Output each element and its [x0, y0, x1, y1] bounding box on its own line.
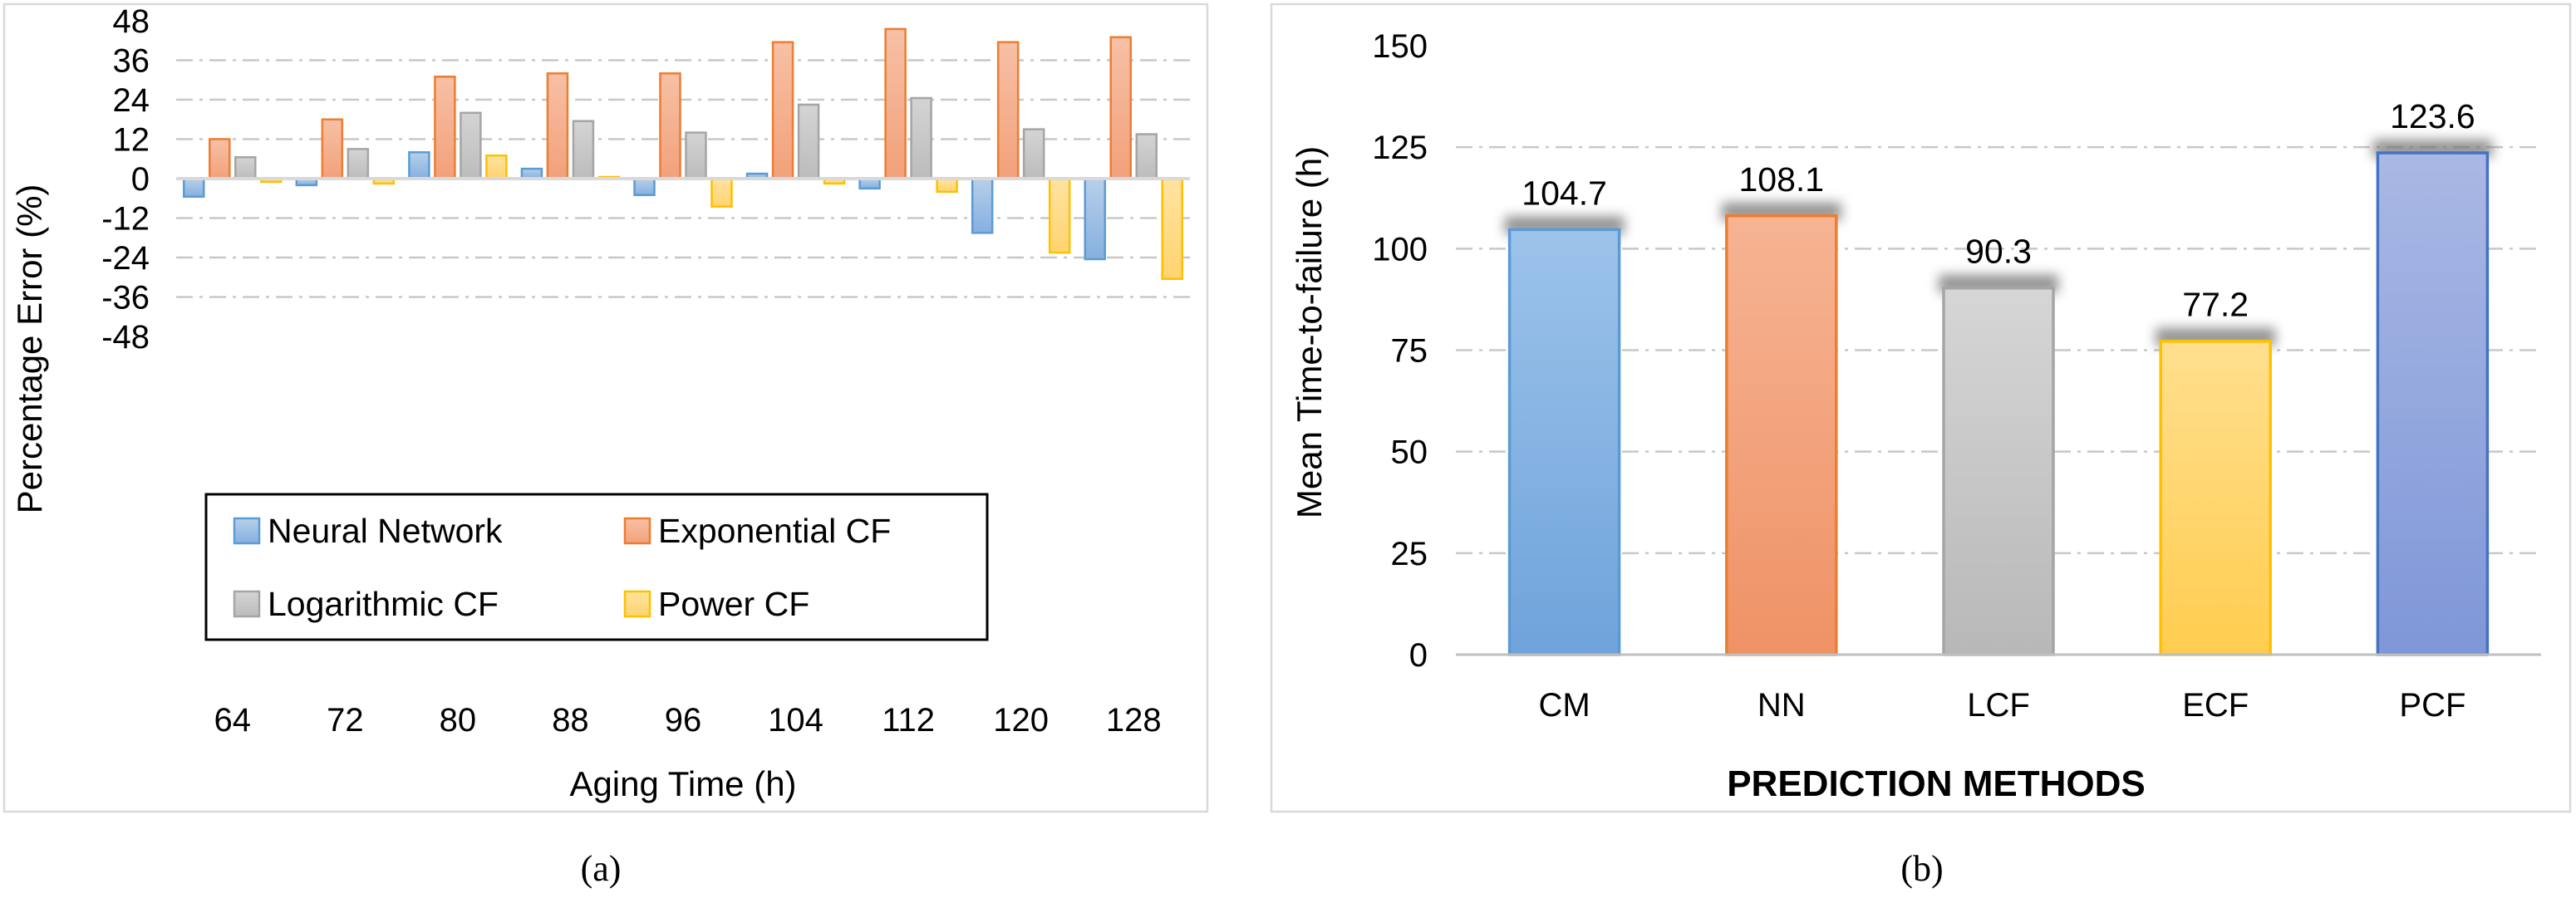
- bar-lcf: [1942, 286, 2055, 656]
- bar-logarithmic-cf-88: [572, 120, 595, 180]
- legend-label-exponential-cf: Exponential CF: [658, 512, 891, 550]
- bar-exponential-cf-72: [321, 118, 344, 180]
- bar-logarithmic-cf-64: [234, 156, 257, 180]
- data-label-pcf: 123.6: [2390, 97, 2475, 135]
- bar-neural-network-64: [183, 177, 205, 199]
- bar-logarithmic-cf-112: [910, 96, 932, 180]
- panel-b-frame: [1270, 2, 2572, 813]
- bar-power-cf-112: [936, 177, 958, 194]
- panel-b-x-tick-label: LCF: [1967, 687, 2030, 724]
- panel-a-y-tick-label: 48: [113, 3, 150, 40]
- bar-neural-network-128: [1084, 177, 1106, 261]
- panel-a-caption: (a): [581, 848, 622, 889]
- bar-logarithmic-cf-104: [797, 103, 820, 180]
- data-label-cm: 104.7: [1522, 174, 1607, 212]
- panel-b-y-tick-label: 125: [1372, 130, 1428, 166]
- bar-neural-network-96: [633, 177, 656, 197]
- bar-exponential-cf-128: [1109, 36, 1132, 180]
- panel-b-x-axis-label: PREDICTION METHODS: [1727, 763, 2146, 804]
- bar-cm: [1507, 228, 1621, 656]
- bar-logarithmic-cf-80: [460, 111, 482, 180]
- panel-a-y-tick-label: -24: [101, 240, 150, 277]
- bar-logarithmic-cf-72: [347, 148, 370, 180]
- legend-label-power-cf: Power CF: [658, 585, 809, 623]
- bar-logarithmic-cf-96: [685, 131, 707, 180]
- panel-a-x-tick-label: 120: [993, 702, 1049, 739]
- panel-b-y-axis-label: Mean Time-to-failure (h): [1290, 146, 1329, 518]
- panel-a-x-tick-label: 112: [882, 702, 935, 739]
- panel-a-y-tick-label: -48: [101, 319, 150, 356]
- legend-label-logarithmic-cf: Logarithmic CF: [268, 585, 499, 623]
- bar-exponential-cf-88: [546, 72, 569, 180]
- panel-a-x-axis-label: Aging Time (h): [569, 764, 796, 803]
- panel-a-frame: [2, 2, 1209, 813]
- bar-neural-network-80: [408, 151, 430, 180]
- panel-a-y-tick-label: -36: [101, 280, 150, 317]
- legend-swatch-neural-network: [233, 517, 261, 545]
- panel-a-x-tick-label: 104: [768, 702, 823, 739]
- legend-swatch-logarithmic-cf: [233, 590, 261, 618]
- panel-b-y-tick-label: 25: [1391, 536, 1428, 572]
- bar-power-cf-120: [1048, 177, 1071, 254]
- panel-a-y-tick-label: 36: [113, 43, 150, 80]
- bar-exponential-cf-104: [771, 41, 794, 180]
- panel-b-x-tick-label: PCF: [2399, 687, 2465, 724]
- data-label-lcf: 90.3: [1965, 233, 2032, 271]
- bar-exponential-cf-120: [996, 41, 1020, 180]
- panel-b-x-tick-label: NN: [1757, 687, 1806, 724]
- panel-a-x-tick-label: 96: [665, 702, 702, 739]
- panel-b-y-tick-label: 0: [1409, 637, 1428, 674]
- legend-label-neural-network: Neural Network: [268, 512, 503, 550]
- panel-a-y-tick-label: 12: [113, 122, 150, 159]
- bar-power-cf-80: [485, 155, 508, 180]
- panel-a-x-tick-label: 88: [552, 702, 589, 739]
- data-label-ecf: 77.2: [2182, 286, 2249, 324]
- panel-a-legend: Neural Network Exponential CF Logarithmi…: [204, 493, 989, 641]
- data-label-nn: 108.1: [1738, 160, 1824, 199]
- legend-swatch-power-cf: [623, 590, 651, 618]
- panel-a-x-tick-label: 128: [1106, 702, 1162, 739]
- panel-b-x-tick-label: CM: [1538, 687, 1590, 724]
- panel-b-x-tick-label: ECF: [2182, 687, 2249, 724]
- panel-b-y-tick-label: 100: [1372, 231, 1428, 267]
- legend-box: [204, 493, 989, 641]
- panel-a-y-tick-label: -12: [101, 201, 150, 238]
- bar-exponential-cf-80: [434, 76, 456, 180]
- bar-ecf: [2159, 339, 2272, 656]
- panel-a-x-tick-label: 72: [327, 702, 364, 739]
- bar-power-cf-128: [1161, 177, 1183, 280]
- bar-exponential-cf-64: [209, 138, 231, 180]
- panel-a-x-tick-label: 80: [440, 702, 477, 739]
- bar-neural-network-120: [971, 177, 994, 234]
- panel-a-y-tick-label: 0: [131, 161, 150, 198]
- bar-exponential-cf-112: [884, 27, 907, 180]
- bar-exponential-cf-96: [659, 72, 681, 180]
- panel-b-caption: (b): [1900, 848, 1943, 889]
- bar-logarithmic-cf-128: [1135, 133, 1158, 180]
- bar-pcf: [2376, 151, 2490, 656]
- legend-swatch-exponential-cf: [623, 517, 651, 545]
- bar-logarithmic-cf-120: [1022, 128, 1045, 180]
- panel-a-x-tick-label: 64: [214, 702, 252, 739]
- panel-b-y-tick-label: 150: [1372, 28, 1428, 65]
- panel-b-mean-time-to-failure-chart: 104.7 108.1 90.3 77.2 123.6 150 125 100 75 50 25 0…: [1270, 2, 2572, 813]
- panel-b-y-tick-label: 50: [1391, 434, 1428, 471]
- panel-a-y-axis-label: Percentage Error (%): [10, 184, 49, 514]
- panel-b-y-tick-label: 75: [1391, 333, 1428, 370]
- panel-a-y-tick-label: 24: [113, 82, 150, 119]
- bar-nn: [1725, 214, 1838, 656]
- bar-power-cf-96: [710, 177, 733, 208]
